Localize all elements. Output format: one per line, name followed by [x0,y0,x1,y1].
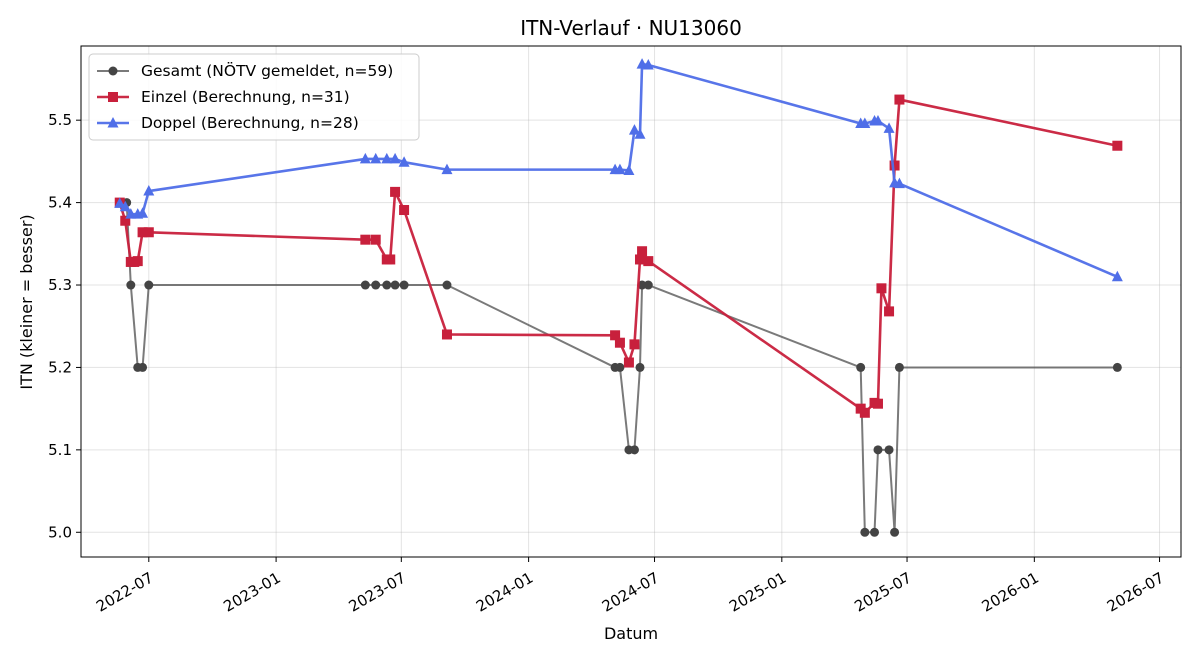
data-point [1112,140,1123,151]
series-3 [114,58,1123,282]
data-point [884,445,894,455]
data-point [859,117,871,128]
data-point [144,280,154,290]
legend-label: Doppel (Berechnung, n=28) [141,114,359,132]
data-point [884,306,895,317]
data-point [114,197,126,208]
data-point [389,152,401,164]
legend-marker [108,92,118,102]
data-point [628,124,640,135]
data-point [637,246,648,257]
data-point [143,185,155,196]
data-point [629,339,640,350]
data-point [398,156,410,167]
legend-label: Gesamt (NÖTV gemeldet, n=59) [141,61,393,80]
data-point [1111,270,1123,282]
legend-marker [107,117,119,128]
y-tick-label: 5.2 [48,358,72,376]
legend-label: Einzel (Berechnung, n=31) [141,88,350,106]
data-point [629,445,639,455]
legend-marker [108,66,118,76]
series-group [114,58,1123,537]
data-point [615,362,625,372]
data-point [634,254,645,265]
y-tick-label: 5.5 [48,111,72,129]
data-point [883,122,895,133]
data-point [399,280,409,290]
legend-item: Doppel (Berechnung, n=28) [97,114,359,132]
data-point [894,362,904,372]
data-point [132,256,143,267]
data-point [143,227,154,238]
data-point [399,205,410,216]
data-point [872,115,884,126]
data-point [442,280,452,290]
data-point [137,227,148,238]
data-point [614,163,626,175]
data-point [856,362,866,372]
y-tick-label: 5.4 [48,194,72,212]
data-point [441,329,452,340]
data-point [390,186,401,197]
data-point [381,152,393,164]
data-point [876,283,887,294]
legend-item: Einzel (Berechnung, n=31) [97,88,350,106]
plot-frame [80,45,1182,558]
data-point [623,357,634,368]
data-point [360,234,371,245]
data-point [859,407,870,418]
data-point [642,58,654,70]
data-point [360,280,370,290]
data-point [385,254,396,265]
y-tick-label: 5.3 [48,276,72,294]
y-axis-title: ITN (kleiner = besser) [17,214,36,389]
data-point [860,527,870,537]
data-point [637,280,647,290]
data-point [889,160,900,171]
data-point [1112,362,1122,372]
data-point [890,527,900,537]
data-point [873,445,883,455]
data-point [370,152,382,164]
data-point [359,152,371,164]
data-point [634,128,646,139]
data-point [872,398,883,409]
data-point [610,330,621,341]
data-point [125,208,137,219]
chart-title: ITN-Verlauf · NU13060 [520,16,742,40]
data-point [643,256,654,267]
data-point [390,280,400,290]
data-point [138,362,148,372]
data-point [371,280,381,290]
y-tick-label: 5.0 [48,523,72,541]
data-point [643,280,653,290]
data-point [370,234,381,245]
data-point [441,163,453,175]
y-tick-label: 5.1 [48,441,72,459]
data-point [870,527,880,537]
data-point [137,207,149,218]
x-axis-title: Datum [604,624,658,643]
data-point [623,164,635,175]
legend: Gesamt (NÖTV gemeldet, n=59) Einzel (Bere… [88,53,420,141]
data-point [893,177,905,189]
data-point [119,200,131,212]
data-point [614,337,625,348]
data-point [120,215,131,226]
series-2 [114,94,1123,418]
legend-box [88,53,420,141]
data-point [382,280,392,290]
data-point [635,362,645,372]
data-point [894,94,905,105]
data-point [126,280,136,290]
legend-item: Gesamt (NÖTV gemeldet, n=59) [97,61,393,80]
series-1 [115,198,1122,537]
